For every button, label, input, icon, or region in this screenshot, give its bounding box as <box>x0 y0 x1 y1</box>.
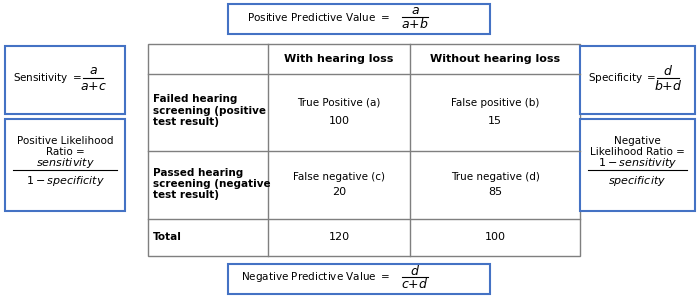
Bar <box>228 264 490 294</box>
Text: $c$+$d$: $c$+$d$ <box>401 277 428 291</box>
Text: $a$: $a$ <box>89 65 97 77</box>
Text: Without hearing loss: Without hearing loss <box>430 54 560 64</box>
Text: $a$: $a$ <box>411 4 419 18</box>
Text: Failed hearing: Failed hearing <box>153 94 237 103</box>
Text: $a$+$b$: $a$+$b$ <box>401 17 428 31</box>
Text: Positive Predictive Value $=$: Positive Predictive Value $=$ <box>247 11 390 23</box>
Bar <box>580 46 695 114</box>
Bar <box>228 4 490 34</box>
Text: $sensitivity$: $sensitivity$ <box>36 156 94 170</box>
Text: False negative (c): False negative (c) <box>293 172 385 182</box>
Text: 100: 100 <box>328 115 349 126</box>
Text: Likelihood Ratio =: Likelihood Ratio = <box>590 147 685 157</box>
Text: 15: 15 <box>488 115 502 126</box>
Text: True Positive (a): True Positive (a) <box>298 97 381 108</box>
Bar <box>580 119 695 211</box>
Text: test result): test result) <box>153 190 219 200</box>
Text: 100: 100 <box>484 233 505 242</box>
Text: With hearing loss: With hearing loss <box>284 54 393 64</box>
Text: 20: 20 <box>332 187 346 197</box>
Text: Positive Likelihood: Positive Likelihood <box>17 136 113 146</box>
Text: 85: 85 <box>488 187 502 197</box>
Bar <box>5 119 125 211</box>
Text: screening (positive: screening (positive <box>153 106 266 115</box>
Text: $a$+$c$: $a$+$c$ <box>80 80 106 92</box>
Text: Specificity $=$: Specificity $=$ <box>588 71 657 85</box>
Text: $1-specificity$: $1-specificity$ <box>25 174 104 188</box>
Text: screening (negative: screening (negative <box>153 179 271 189</box>
Text: False positive (b): False positive (b) <box>451 97 539 108</box>
Text: Ratio =: Ratio = <box>46 147 85 157</box>
Text: $d$: $d$ <box>410 264 420 278</box>
Text: 120: 120 <box>328 233 349 242</box>
Bar <box>148 44 580 256</box>
Text: test result): test result) <box>153 118 219 127</box>
Text: $1-sensitivity$: $1-sensitivity$ <box>598 156 678 170</box>
Bar <box>5 46 125 114</box>
Text: $b$+$d$: $b$+$d$ <box>654 79 682 93</box>
Text: $d$: $d$ <box>663 64 673 78</box>
Text: Total: Total <box>153 233 182 242</box>
Text: Passed hearing: Passed hearing <box>153 168 244 178</box>
Text: Sensitivity $=$: Sensitivity $=$ <box>13 71 82 85</box>
Text: Negative Predictive Value $=$: Negative Predictive Value $=$ <box>241 270 390 284</box>
Text: True negative (d): True negative (d) <box>451 172 540 182</box>
Text: Negative: Negative <box>614 136 661 146</box>
Text: $specificity$: $specificity$ <box>608 174 666 188</box>
